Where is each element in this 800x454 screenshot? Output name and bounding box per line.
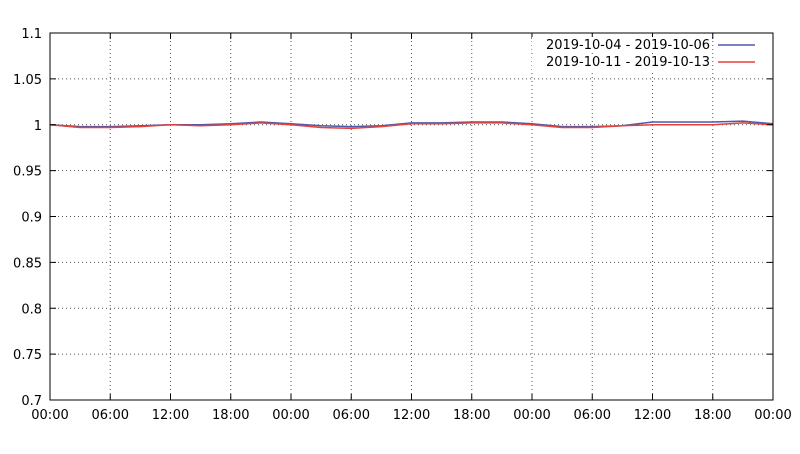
x-tick-label: 00:00 [513, 408, 550, 423]
series-lines [49, 120, 774, 130]
y-tick-label: 0.85 [13, 256, 42, 271]
series-line-2 [49, 122, 774, 130]
y-tick-label: 0.7 [21, 394, 42, 409]
y-tick-label: 0.95 [13, 165, 42, 180]
legend-label: 2019-10-04 - 2019-10-06 [546, 38, 710, 53]
x-tick-label: 06:00 [574, 408, 611, 423]
x-tick-label: 12:00 [634, 408, 671, 423]
x-axis: 00:00 06:00 12:00 18:00 00:00 06:00 12:00 18:00… [31, 33, 792, 423]
x-tick-label: 18:00 [694, 408, 731, 423]
x-tick-label: 00:00 [754, 408, 791, 423]
x-tick-label: 00:00 [272, 408, 309, 423]
legend-bg [532, 37, 712, 53]
x-tick-label: 12:00 [152, 408, 189, 423]
y-tick-label: 0.9 [21, 211, 42, 226]
y-tick-label: 1 [34, 119, 42, 134]
x-tick-label: 18:00 [453, 408, 490, 423]
x-tick-label: 06:00 [92, 408, 129, 423]
y-tick-label: 0.75 [13, 348, 42, 363]
x-tick-label: 12:00 [393, 408, 430, 423]
y-tick-label: 1.1 [21, 27, 42, 42]
legend-label: 2019-10-11 - 2019-10-13 [546, 55, 710, 70]
x-tick-label: 18:00 [212, 408, 249, 423]
grid [50, 33, 773, 400]
y-tick-label: 1.05 [13, 73, 42, 88]
y-tick-label: 0.8 [21, 302, 42, 317]
y-axis: 0.7 0.75 0.8 0.85 0.9 0.95 1 1.05 1.1 [13, 27, 773, 409]
x-tick-label: 00:00 [31, 408, 68, 423]
x-tick-label: 06:00 [333, 408, 370, 423]
legend: 2019-10-04 - 2019-10-06 2019-10-11 - 2019… [532, 37, 755, 70]
legend-bg [532, 54, 712, 70]
